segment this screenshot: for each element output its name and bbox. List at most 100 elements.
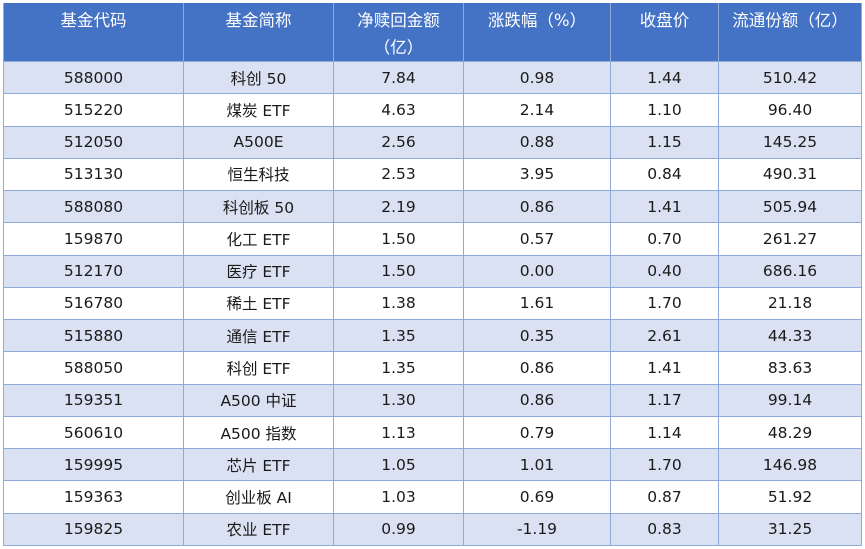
fund-name-cell: 农业 ETF xyxy=(183,512,334,547)
fund-code-cell: 159995 xyxy=(3,448,184,482)
change-percent-cell: 1.61 xyxy=(463,286,611,321)
fund-code-cell: 159825 xyxy=(3,512,184,547)
fund-name-cell: 稀土 ETF xyxy=(183,286,334,321)
net-redemption-cell: 2.19 xyxy=(333,190,464,224)
fund-name-cell: 通信 ETF xyxy=(183,319,334,353)
change-percent-cell: 0.57 xyxy=(463,222,611,256)
float-shares-cell: 145.25 xyxy=(718,125,862,159)
change-percent-cell: 0.00 xyxy=(463,254,611,288)
change-percent-cell: 0.86 xyxy=(463,383,611,417)
table-body: 588000 科创 50 7.84 0.98 1.44 510.42 515220 煤炭 ET… xyxy=(3,60,862,547)
close-price-cell: 0.83 xyxy=(610,512,719,547)
close-price-cell: 0.84 xyxy=(610,157,719,192)
change-percent-cell: 0.88 xyxy=(463,125,611,159)
fund-name-cell: 创业板 AI xyxy=(183,480,334,514)
float-shares-cell: 31.25 xyxy=(718,512,862,547)
fund-name-cell: 医疗 ETF xyxy=(183,254,334,288)
table-row: 159825 农业 ETF 0.99 -1.19 0.83 31.25 xyxy=(3,512,862,547)
close-price-cell: 1.41 xyxy=(610,351,719,385)
table-row: 588050 科创 ETF 1.35 0.86 1.41 83.63 xyxy=(3,351,862,385)
fund-name-cell: A500 指数 xyxy=(183,415,334,450)
fund-code-cell: 515880 xyxy=(3,319,184,353)
change-percent-cell: 2.14 xyxy=(463,93,611,127)
fund-redemption-table: 基金代码 基金简称 净赎回金额（亿） 涨跌幅（%） 收盘价 流通份额（亿） 58… xyxy=(3,3,862,547)
net-redemption-cell: 7.84 xyxy=(333,60,464,95)
change-percent-cell: 0.79 xyxy=(463,415,611,450)
close-price-cell: 1.17 xyxy=(610,383,719,417)
fund-code-cell: 588080 xyxy=(3,190,184,224)
fund-code-cell: 159870 xyxy=(3,222,184,256)
float-shares-cell: 48.29 xyxy=(718,415,862,450)
close-price-cell: 1.14 xyxy=(610,415,719,450)
fund-name-cell: 恒生科技 xyxy=(183,157,334,192)
float-shares-cell: 83.63 xyxy=(718,351,862,385)
fund-name-cell: A500 中证 xyxy=(183,383,334,417)
float-shares-cell: 686.16 xyxy=(718,254,862,288)
fund-name-cell: 科创板 50 xyxy=(183,190,334,224)
fund-code-cell: 512170 xyxy=(3,254,184,288)
net-redemption-cell: 1.50 xyxy=(333,222,464,256)
header-float-shares: 流通份额（亿） xyxy=(718,3,862,62)
table-row: 515880 通信 ETF 1.35 0.35 2.61 44.33 xyxy=(3,319,862,353)
fund-code-cell: 515220 xyxy=(3,93,184,127)
float-shares-cell: 490.31 xyxy=(718,157,862,192)
float-shares-cell: 96.40 xyxy=(718,93,862,127)
table-row: 159351 A500 中证 1.30 0.86 1.17 99.14 xyxy=(3,383,862,417)
table-row: 512050 A500E 2.56 0.88 1.15 145.25 xyxy=(3,125,862,159)
fund-code-cell: 588000 xyxy=(3,60,184,95)
change-percent-cell: 3.95 xyxy=(463,157,611,192)
fund-code-cell: 512050 xyxy=(3,125,184,159)
close-price-cell: 1.70 xyxy=(610,286,719,321)
change-percent-cell: 0.69 xyxy=(463,480,611,514)
net-redemption-cell: 2.53 xyxy=(333,157,464,192)
net-redemption-cell: 1.05 xyxy=(333,448,464,482)
float-shares-cell: 510.42 xyxy=(718,60,862,95)
net-redemption-cell: 1.35 xyxy=(333,351,464,385)
table-row: 512170 医疗 ETF 1.50 0.00 0.40 686.16 xyxy=(3,254,862,288)
change-percent-cell: 0.35 xyxy=(463,319,611,353)
close-price-cell: 0.70 xyxy=(610,222,719,256)
fund-name-cell: 科创 ETF xyxy=(183,351,334,385)
table-row: 513130 恒生科技 2.53 3.95 0.84 490.31 xyxy=(3,157,862,192)
close-price-cell: 1.10 xyxy=(610,93,719,127)
close-price-cell: 1.41 xyxy=(610,190,719,224)
net-redemption-cell: 1.13 xyxy=(333,415,464,450)
net-redemption-cell: 1.30 xyxy=(333,383,464,417)
fund-name-cell: 芯片 ETF xyxy=(183,448,334,482)
close-price-cell: 1.15 xyxy=(610,125,719,159)
float-shares-cell: 51.92 xyxy=(718,480,862,514)
table-row: 515220 煤炭 ETF 4.63 2.14 1.10 96.40 xyxy=(3,93,862,127)
table-row: 588000 科创 50 7.84 0.98 1.44 510.42 xyxy=(3,60,862,95)
net-redemption-cell: 4.63 xyxy=(333,93,464,127)
close-price-cell: 2.61 xyxy=(610,319,719,353)
fund-code-cell: 159351 xyxy=(3,383,184,417)
table-row: 516780 稀土 ETF 1.38 1.61 1.70 21.18 xyxy=(3,286,862,321)
change-percent-cell: 0.98 xyxy=(463,60,611,95)
float-shares-cell: 44.33 xyxy=(718,319,862,353)
close-price-cell: 0.40 xyxy=(610,254,719,288)
net-redemption-cell: 1.38 xyxy=(333,286,464,321)
net-redemption-cell: 1.50 xyxy=(333,254,464,288)
fund-name-cell: A500E xyxy=(183,125,334,159)
header-net-redemption: 净赎回金额（亿） xyxy=(333,3,464,62)
net-redemption-cell: 1.35 xyxy=(333,319,464,353)
net-redemption-cell: 1.03 xyxy=(333,480,464,514)
float-shares-cell: 99.14 xyxy=(718,383,862,417)
fund-code-cell: 159363 xyxy=(3,480,184,514)
table-row: 588080 科创板 50 2.19 0.86 1.41 505.94 xyxy=(3,190,862,224)
net-redemption-cell: 2.56 xyxy=(333,125,464,159)
table-row: 159870 化工 ETF 1.50 0.57 0.70 261.27 xyxy=(3,222,862,256)
net-redemption-cell: 0.99 xyxy=(333,512,464,547)
fund-code-cell: 588050 xyxy=(3,351,184,385)
change-percent-cell: 0.86 xyxy=(463,190,611,224)
change-percent-cell: -1.19 xyxy=(463,512,611,547)
float-shares-cell: 146.98 xyxy=(718,448,862,482)
close-price-cell: 0.87 xyxy=(610,480,719,514)
fund-name-cell: 煤炭 ETF xyxy=(183,93,334,127)
fund-code-cell: 560610 xyxy=(3,415,184,450)
close-price-cell: 1.44 xyxy=(610,60,719,95)
table-row: 159995 芯片 ETF 1.05 1.01 1.70 146.98 xyxy=(3,448,862,482)
header-close-price: 收盘价 xyxy=(610,3,719,62)
change-percent-cell: 0.86 xyxy=(463,351,611,385)
fund-name-cell: 化工 ETF xyxy=(183,222,334,256)
